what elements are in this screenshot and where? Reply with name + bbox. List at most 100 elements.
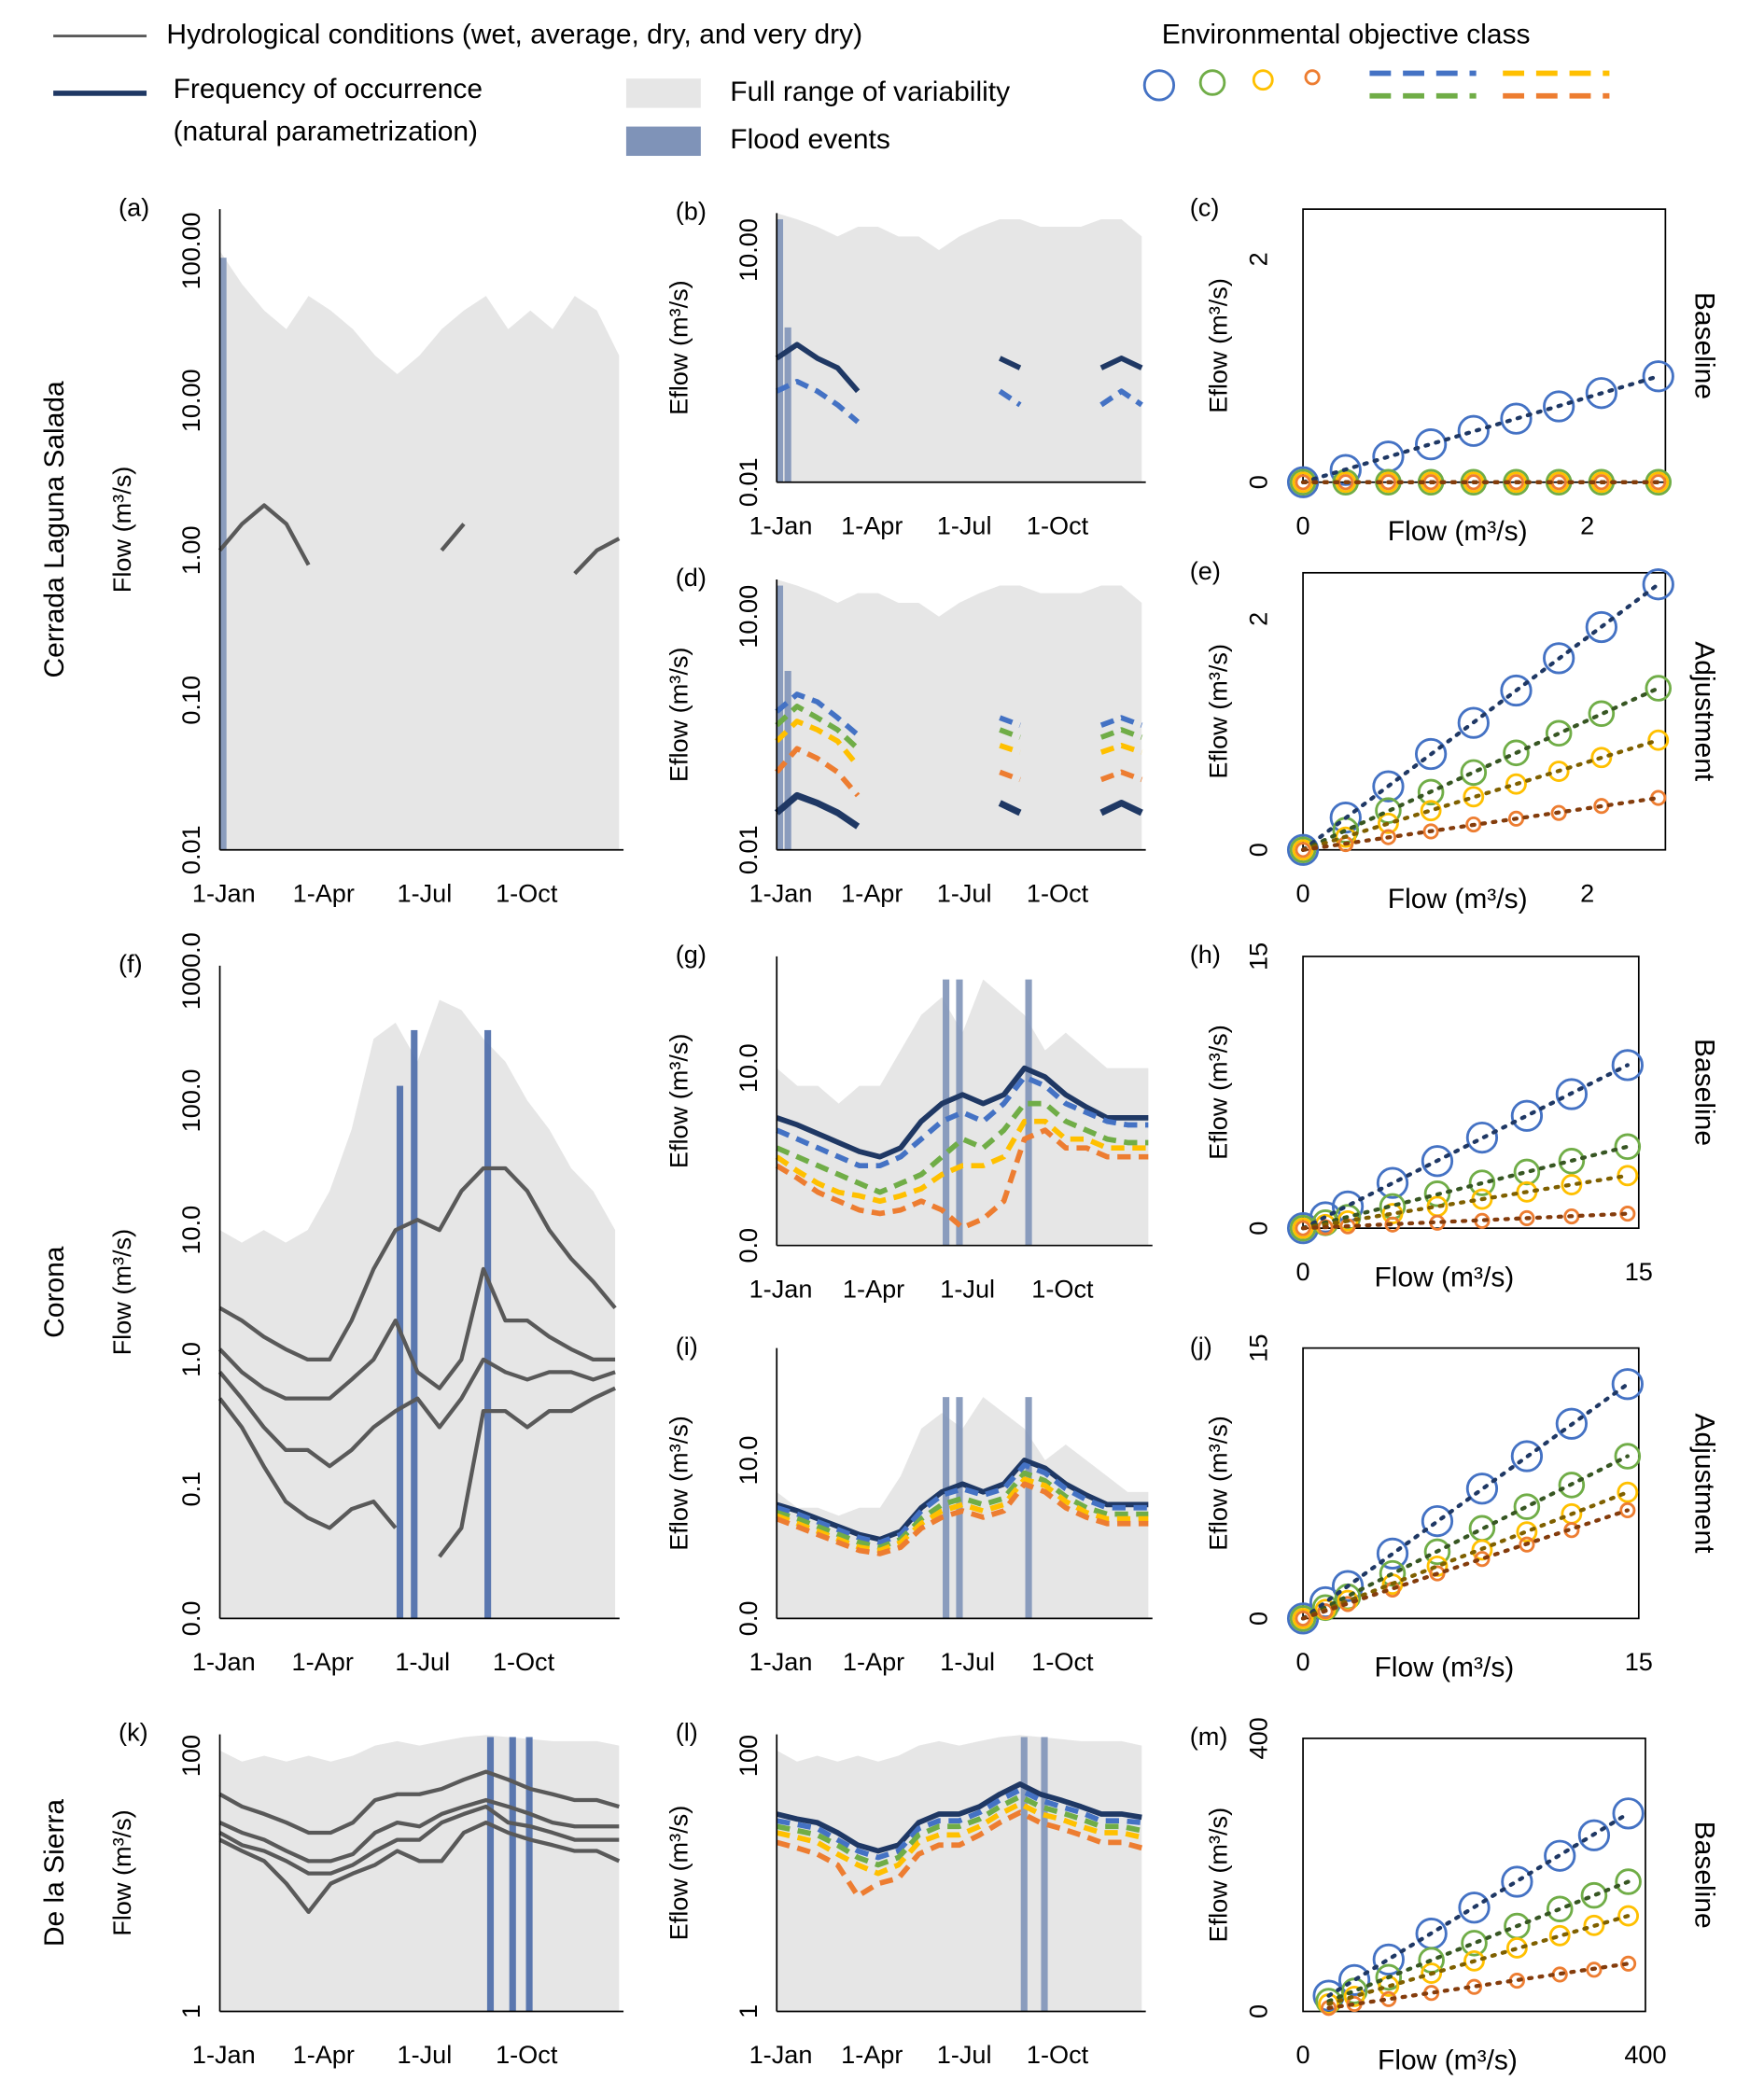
point (1421, 1962, 1443, 1984)
point (1317, 1603, 1334, 1620)
point (1547, 761, 1570, 783)
x-axis-title: Flow (m³/s) (1388, 516, 1528, 547)
y-tick-label: 0 (1244, 1222, 1273, 1235)
x-tick-label: 1-Oct (1027, 878, 1089, 907)
y-tick-label: 0.0 (176, 1601, 205, 1637)
y-tick-label: 10.00 (734, 585, 763, 649)
point (1468, 1515, 1496, 1543)
trend-line (1300, 1454, 1630, 1621)
side-label: Adjustment (1688, 1414, 1719, 1555)
trend-line (1300, 374, 1660, 484)
point (1457, 414, 1490, 447)
x-tick-label: 1-Jan (192, 2040, 256, 2069)
y-axis-title: Flow (m³/s) (107, 1809, 136, 1936)
panel-label: (c) (1190, 192, 1220, 221)
point (1611, 1368, 1644, 1401)
point (1458, 1892, 1491, 1924)
y-tick-label: 10.0 (176, 1206, 205, 1255)
point (1420, 800, 1442, 822)
point (1343, 1985, 1365, 2007)
point (1580, 1881, 1608, 1909)
x-tick-label: 1-Jan (749, 878, 813, 907)
series-line (776, 1470, 1149, 1550)
flood-bar (956, 979, 963, 1246)
y-tick-label: 100.0 (176, 1068, 205, 1132)
point (1376, 1166, 1409, 1199)
plot-frame (1302, 571, 1667, 851)
y-tick-label: 1 (734, 2004, 763, 2018)
point (1331, 1570, 1365, 1602)
point (1500, 674, 1533, 707)
panel-label: (h) (1190, 940, 1221, 969)
trend-line (1300, 1144, 1630, 1231)
series-line (776, 1781, 1142, 1854)
legend: Hydrological conditions (wet, average, d… (53, 19, 1610, 157)
x-axis-title: Flow (m³/s) (1374, 1653, 1514, 1683)
y-tick-label: 100 (734, 1735, 763, 1777)
point (1583, 1914, 1605, 1936)
trend-line (1300, 1382, 1630, 1621)
point (1421, 1504, 1454, 1538)
x-tick-label: 0 (1296, 1257, 1310, 1286)
point (1295, 842, 1311, 859)
point (1577, 1819, 1611, 1851)
flood-bar (776, 585, 784, 850)
y-axis-title: Flow (m³/s) (107, 467, 136, 593)
point (1414, 737, 1448, 771)
trend-line (1300, 1490, 1630, 1621)
point (1650, 474, 1667, 491)
y-tick-label: 0 (1244, 2004, 1273, 2018)
point (1292, 1607, 1314, 1629)
series-line (218, 1804, 620, 1876)
y-tick-label: 2 (1244, 612, 1273, 626)
point (1378, 812, 1399, 834)
x-tick-label: 1-Apr (843, 1647, 904, 1676)
x-tick-label: 1-Jan (749, 1647, 813, 1676)
point (1543, 390, 1575, 423)
trend-line (1300, 738, 1660, 852)
x-tick-label: 1-Jul (940, 1274, 995, 1303)
point (1585, 377, 1617, 410)
y-axis-title: Eflow (m³/s) (1204, 1808, 1233, 1943)
row-label: De la Sierra (39, 1799, 70, 1947)
y-axis-title: Eflow (m³/s) (665, 1034, 693, 1169)
trend-line (1300, 1173, 1630, 1231)
flood-bar (219, 258, 227, 850)
point (1588, 700, 1616, 728)
range-area (219, 250, 620, 850)
series-line (776, 1462, 1149, 1545)
y-tick-label: 0.01 (734, 457, 763, 507)
point (1465, 1473, 1499, 1505)
point (1558, 1148, 1586, 1175)
trend-line (1326, 1961, 1631, 2010)
series-line (218, 1769, 620, 1836)
point (1421, 1145, 1454, 1178)
y-tick-label: 15 (1244, 942, 1273, 970)
point (1585, 610, 1617, 644)
legend-class-marker (1304, 69, 1321, 86)
x-tick-label: 1-Oct (496, 878, 558, 907)
point (1617, 1905, 1640, 1927)
legend-flood-swatch (625, 126, 701, 157)
point (1642, 360, 1674, 393)
x-tick-label: 1-Jan (749, 510, 813, 539)
y-tick-label: 1000.0 (176, 932, 205, 1010)
series-line (775, 691, 1143, 737)
range-area (777, 579, 1142, 850)
x-tick-label: 2 (1580, 510, 1594, 539)
y-tick-label: 1.00 (176, 525, 205, 575)
x-tick-label: 1-Apr (843, 1274, 904, 1303)
point (1295, 1220, 1311, 1236)
flood-bar (1020, 1737, 1028, 2012)
x-tick-label: 1-Apr (841, 878, 903, 907)
x-tick-label: 0 (1296, 878, 1310, 907)
panel-label: (l) (676, 1718, 698, 1747)
point (1337, 1963, 1371, 1996)
series-line (218, 1797, 620, 1864)
point (1561, 1174, 1583, 1195)
point (1615, 1868, 1642, 1895)
point (1375, 1963, 1403, 1991)
series-line (775, 704, 1143, 751)
legend-class-marker (1142, 69, 1176, 102)
